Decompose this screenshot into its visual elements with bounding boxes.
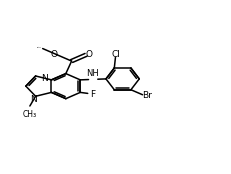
- Text: Br: Br: [142, 91, 152, 100]
- Text: F: F: [90, 90, 95, 99]
- Text: Cl: Cl: [112, 50, 120, 59]
- Text: CH₃: CH₃: [23, 110, 37, 119]
- Text: NH: NH: [86, 69, 99, 78]
- Text: N: N: [42, 74, 48, 84]
- Text: methyl: methyl: [36, 47, 41, 49]
- Text: O: O: [85, 50, 93, 59]
- Text: O: O: [51, 50, 58, 59]
- Text: N: N: [30, 95, 37, 104]
